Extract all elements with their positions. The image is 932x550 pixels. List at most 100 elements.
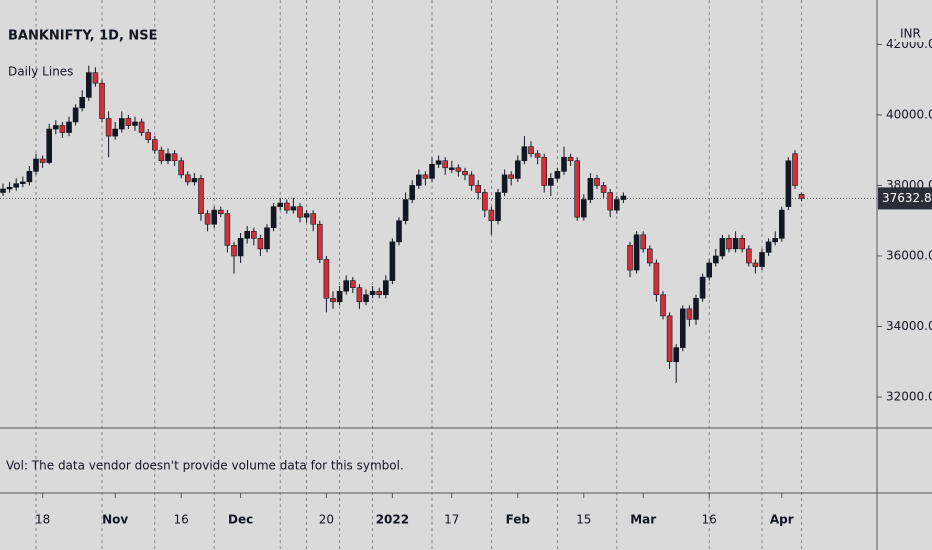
candle-body xyxy=(244,230,250,239)
candle-body xyxy=(185,174,191,183)
x-tick-label: Mar xyxy=(630,513,656,527)
candle-body xyxy=(600,185,607,193)
y-tick-label: 36000.00 xyxy=(886,248,932,262)
candle-body xyxy=(607,192,614,211)
candle-body xyxy=(574,160,581,218)
candle-body xyxy=(26,171,33,183)
candle-body xyxy=(19,181,26,184)
candle-body xyxy=(613,199,620,211)
candle-body xyxy=(547,178,554,186)
candle-body xyxy=(99,82,105,119)
candle-body xyxy=(686,308,693,320)
candle-body xyxy=(475,185,482,193)
candle-body xyxy=(251,230,257,239)
candle-body xyxy=(369,290,376,296)
candle-body xyxy=(33,158,39,172)
candle-body xyxy=(211,209,217,225)
candle-body xyxy=(699,276,706,299)
candle-body xyxy=(52,125,59,130)
candle-body xyxy=(132,121,138,126)
x-tick-label: 16 xyxy=(174,513,189,527)
y-tick-label: 40000.00 xyxy=(886,107,932,121)
candle-body xyxy=(138,121,145,133)
candle-body xyxy=(772,238,779,243)
candle-body xyxy=(297,206,303,218)
candle-body xyxy=(726,238,732,250)
currency-label: INR xyxy=(900,27,921,41)
candle-body xyxy=(224,213,231,246)
candle-body xyxy=(277,202,284,207)
candle-body xyxy=(422,174,429,179)
candle-body xyxy=(435,160,442,165)
y-tick-label: 32000.00 xyxy=(886,389,932,403)
x-tick-label: Nov xyxy=(102,513,128,527)
candle-body xyxy=(119,118,125,130)
candle-body xyxy=(660,294,666,317)
candle-body xyxy=(508,174,515,179)
candle-body xyxy=(13,183,19,188)
candle-body xyxy=(666,315,673,363)
candle-body xyxy=(323,259,330,299)
candle-body xyxy=(442,160,449,169)
candle-body xyxy=(627,245,633,271)
candle-body xyxy=(257,238,264,250)
candle-body xyxy=(541,156,548,186)
candle-body xyxy=(534,153,541,158)
candle-body xyxy=(336,290,343,303)
candle-body xyxy=(330,297,336,303)
x-tick-label: 18 xyxy=(35,513,50,527)
candle-body xyxy=(448,167,455,170)
currency-box xyxy=(896,24,928,42)
candle-body xyxy=(270,206,277,229)
candle-body xyxy=(382,280,389,296)
candle-body xyxy=(389,241,396,281)
candle-body xyxy=(396,220,402,243)
candle-body xyxy=(528,146,534,155)
candle-body xyxy=(488,209,495,221)
candle-body xyxy=(316,223,323,260)
candle-body xyxy=(237,238,244,257)
candle-body xyxy=(587,178,594,200)
candle-body xyxy=(653,262,660,296)
candle-body xyxy=(501,174,508,193)
candle-body xyxy=(402,199,409,221)
candle-body xyxy=(409,185,416,200)
candle-body xyxy=(567,156,574,162)
candle-body xyxy=(349,280,356,288)
candle-body xyxy=(798,193,805,199)
candle-body xyxy=(46,128,53,163)
candle-body xyxy=(706,262,713,278)
candle-body xyxy=(719,238,726,257)
x-tick-label: 15 xyxy=(576,513,591,527)
candle-body xyxy=(105,118,112,137)
candle-body xyxy=(72,107,79,123)
candle-body xyxy=(145,132,151,140)
candle-body xyxy=(712,255,719,264)
candle-body xyxy=(66,121,72,133)
candle-body xyxy=(495,192,501,221)
candle-body xyxy=(429,163,435,179)
candle-body xyxy=(171,153,178,162)
candle-body xyxy=(673,347,680,363)
y-tick-label: 34000.00 xyxy=(886,319,932,333)
last-price-label: 37632.80 xyxy=(882,191,932,205)
volume-note: Vol: The data vendor doesn't provide vol… xyxy=(6,459,404,473)
candle-body xyxy=(198,178,204,214)
candle-body xyxy=(745,248,752,264)
x-tick-label: Apr xyxy=(770,513,794,527)
indicator-name: Daily Lines xyxy=(8,65,73,79)
candle-body xyxy=(554,171,561,179)
candle-body xyxy=(310,213,317,225)
x-tick-label: Dec xyxy=(228,513,253,527)
candle-body xyxy=(112,128,118,137)
candle-body xyxy=(679,308,686,348)
candle-body xyxy=(462,171,468,176)
x-tick-label: Feb xyxy=(506,513,531,527)
candle-body xyxy=(693,297,699,320)
candle-body xyxy=(6,186,13,190)
candle-body xyxy=(514,160,521,179)
candle-body xyxy=(152,139,158,151)
candle-body xyxy=(415,174,422,186)
